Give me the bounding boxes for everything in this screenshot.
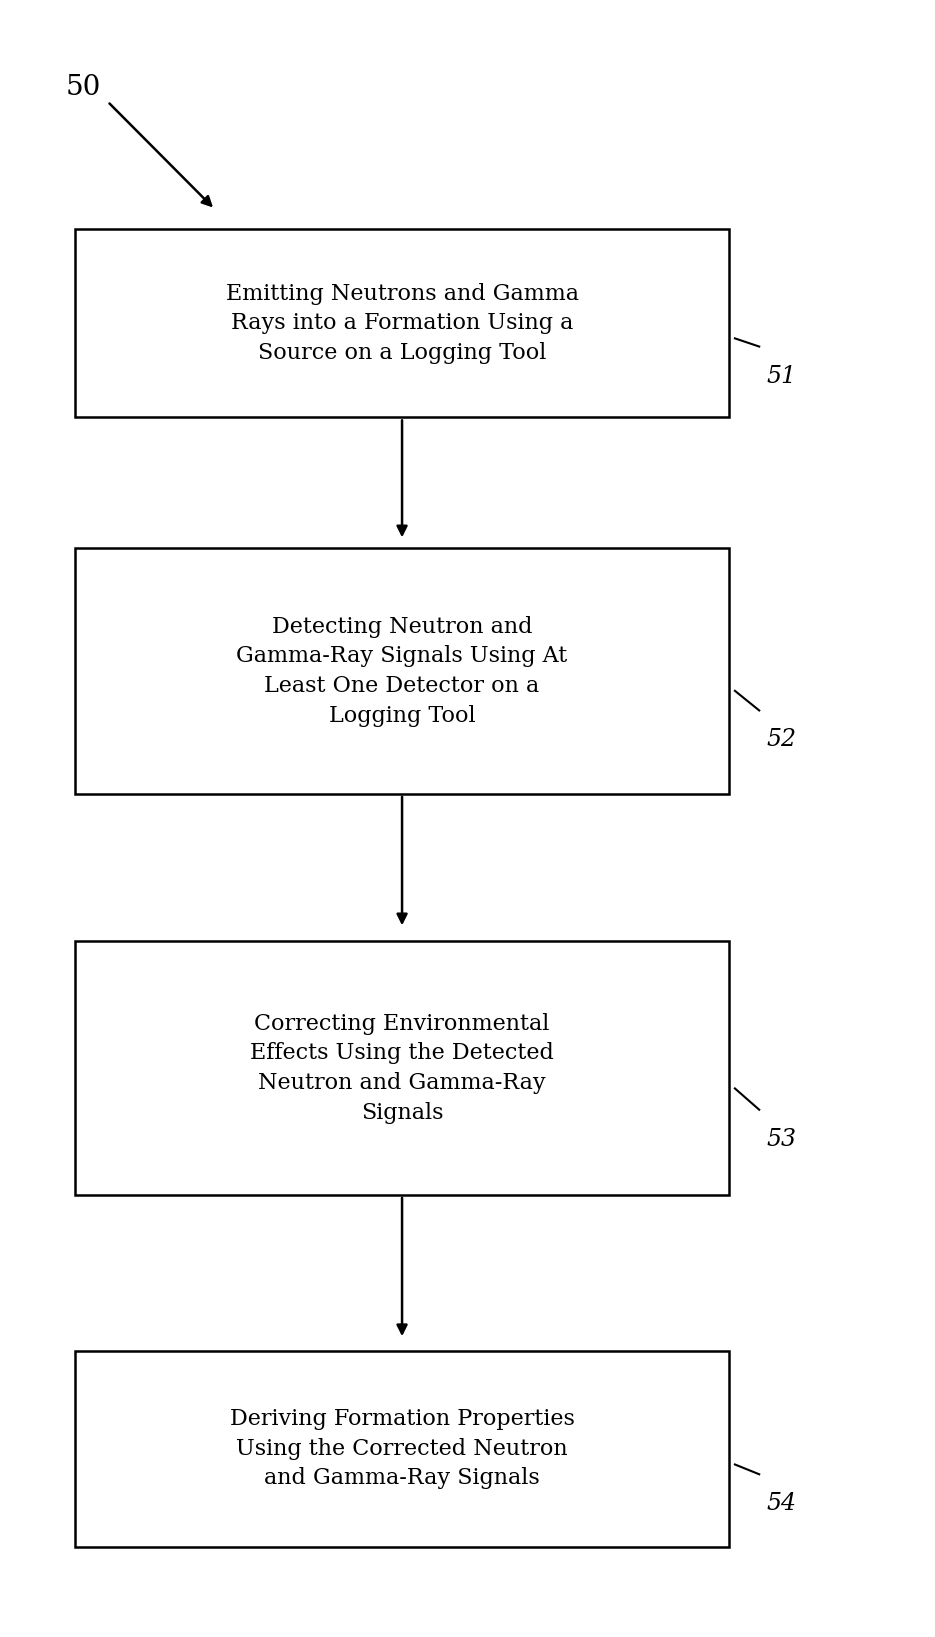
Bar xyxy=(75,548,729,794)
Text: Emitting Neutrons and Gamma
Rays into a Formation Using a
Source on a Logging To: Emitting Neutrons and Gamma Rays into a … xyxy=(225,283,579,363)
Text: Detecting Neutron and
Gamma-Ray Signals Using At
Least One Detector on a
Logging: Detecting Neutron and Gamma-Ray Signals … xyxy=(237,616,568,727)
Text: Deriving Formation Properties
Using the Corrected Neutron
and Gamma-Ray Signals: Deriving Formation Properties Using the … xyxy=(230,1408,574,1490)
Text: Correcting Environmental
Effects Using the Detected
Neutron and Gamma-Ray
Signal: Correcting Environmental Effects Using t… xyxy=(251,1013,554,1123)
Text: 50: 50 xyxy=(65,74,101,100)
Text: 54: 54 xyxy=(767,1493,797,1516)
Text: 51: 51 xyxy=(767,365,797,388)
Text: 52: 52 xyxy=(767,728,797,751)
Text: 53: 53 xyxy=(767,1128,797,1151)
Bar xyxy=(75,229,729,417)
Bar xyxy=(75,1351,729,1547)
Bar xyxy=(75,941,729,1195)
